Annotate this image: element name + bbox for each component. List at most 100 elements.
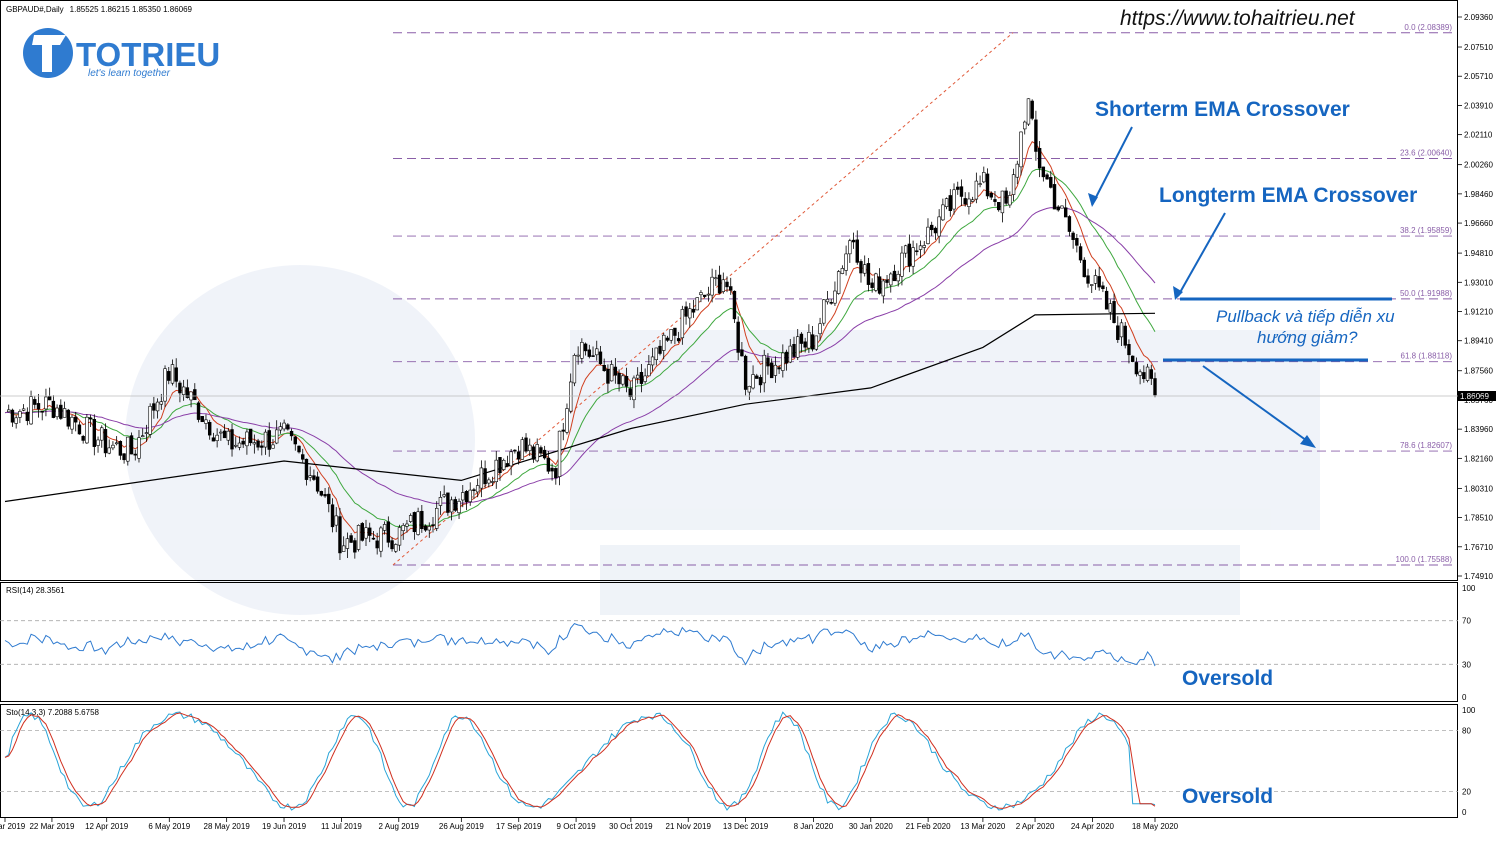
candle-body (256, 440, 260, 448)
candle-body (814, 335, 819, 350)
candle-body (1097, 276, 1101, 288)
candle-body (1112, 301, 1116, 323)
candle-body (327, 493, 331, 505)
y-tick-label: 1.93010 (1464, 278, 1493, 287)
x-tick-label: 21 Feb 2020 (906, 822, 951, 831)
candle-body (297, 445, 301, 453)
candle-body (468, 489, 472, 503)
candle-body (1067, 216, 1072, 232)
candle-body (1045, 174, 1049, 180)
candle-body (341, 545, 346, 552)
candle-body (528, 444, 532, 452)
candle-body (1056, 206, 1060, 211)
candle-body (561, 429, 565, 432)
fib-level-label: 0.0 (2.08389) (1404, 23, 1452, 32)
candle-body (747, 386, 752, 393)
candle-body (446, 492, 450, 513)
rsi-tick-label: 70 (1462, 617, 1471, 626)
y-tick-label: 1.98460 (1464, 190, 1493, 199)
candle-body (498, 457, 502, 474)
candle-body (565, 408, 569, 433)
candle-body (736, 321, 740, 353)
candle-body (554, 468, 558, 479)
candle-body (773, 364, 778, 376)
short-ema-arrowhead (1088, 193, 1098, 207)
candle-body (505, 463, 510, 467)
candle-body (252, 442, 257, 445)
candle-body (743, 355, 748, 390)
candle-body (241, 440, 245, 445)
candle-body (204, 419, 208, 424)
candle-body (1060, 205, 1064, 209)
rsi-tick-label: 100 (1462, 584, 1476, 593)
candle-body (1116, 325, 1120, 340)
candle-body (40, 410, 44, 413)
sto-axis: 100 80 20 0 (1462, 706, 1476, 817)
current-price-box (1458, 391, 1496, 401)
candle-body (371, 537, 376, 540)
candle-body (111, 444, 115, 449)
candle-body (1153, 378, 1157, 396)
candle-body (595, 348, 599, 356)
candle-body (96, 439, 100, 446)
x-tick-label: 18 May 2020 (1132, 822, 1179, 831)
candle-body (583, 343, 588, 352)
candle-body (836, 271, 841, 294)
candle-body (401, 525, 405, 531)
candle-body (721, 279, 725, 292)
logo-t-glyph (32, 35, 66, 72)
candle-body (29, 396, 33, 425)
x-tick-label: 30 Oct 2019 (609, 822, 653, 831)
candle-body (181, 386, 186, 395)
candle-body (1052, 184, 1057, 210)
candle-body (725, 281, 729, 288)
candle-body (457, 501, 461, 514)
candle-body (918, 245, 923, 250)
candle-body (740, 349, 744, 357)
candle-body (952, 189, 956, 210)
candle-body (706, 293, 711, 296)
candle-body (382, 524, 387, 531)
candle-body (1037, 148, 1042, 169)
y-tick-label: 2.02110 (1464, 131, 1493, 140)
fib-level-label: 61.8 (1.88118) (1401, 352, 1453, 361)
y-tick-label: 1.83960 (1464, 425, 1493, 434)
candle-body (635, 374, 640, 379)
candle-body (598, 351, 603, 365)
x-tick-label: 28 May 2019 (204, 822, 251, 831)
candle-body (941, 204, 945, 221)
candle-body (185, 387, 190, 398)
candle-body (193, 389, 197, 401)
candle-body (312, 475, 316, 480)
symbol-line: GBPAUD#,Daily (6, 5, 64, 14)
candle-body (810, 334, 815, 350)
candle-body (379, 527, 383, 552)
symbol-header: GBPAUD#,Daily 1.85525 1.86215 1.85350 1.8… (6, 5, 193, 14)
candle-body (1008, 195, 1012, 206)
candle-body (762, 354, 766, 384)
candle-body (967, 198, 971, 207)
stochastic-indicator (0, 711, 1458, 811)
candle-body (1004, 190, 1008, 204)
candle-body (368, 527, 372, 536)
candle-body (345, 538, 350, 549)
candle-body (74, 416, 78, 423)
candle-body (219, 431, 223, 434)
rsi-header: RSI(14) 28.3561 (6, 586, 65, 595)
candle-body (416, 511, 420, 535)
candle-body (591, 355, 595, 357)
candle-body (263, 431, 268, 448)
candle-body (550, 467, 554, 472)
candle-body (167, 371, 171, 381)
candle-body (107, 447, 111, 454)
candle-body (319, 491, 324, 496)
candle-body (1019, 131, 1023, 168)
candle-body (863, 264, 867, 274)
sto-tick-label: 20 (1462, 788, 1471, 797)
candle-body (245, 431, 249, 447)
pullback-arrowhead (1300, 435, 1316, 448)
candle-body (944, 198, 949, 207)
candle-body (1034, 119, 1038, 152)
candle-body (148, 405, 152, 435)
